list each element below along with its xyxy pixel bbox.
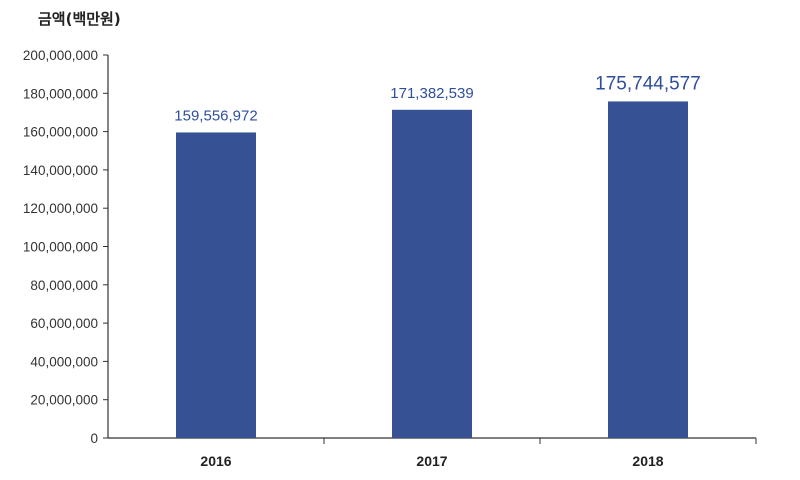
data-label-2016: 159,556,972 <box>174 107 257 124</box>
y-tick-label: 180,000,000 <box>23 86 98 101</box>
y-tick-label: 120,000,000 <box>23 201 98 216</box>
bar-2017 <box>392 109 472 439</box>
y-tick-label: 100,000,000 <box>23 240 98 255</box>
y-tick-label: 80,000,000 <box>30 278 98 293</box>
data-label-2018: 175,744,577 <box>595 73 701 94</box>
y-tick-label: 160,000,000 <box>23 125 98 140</box>
y-tick-label: 40,000,000 <box>30 354 98 369</box>
y-axis-unit-label: 금액(백만원) <box>38 10 121 28</box>
y-tick-label: 200,000,000 <box>23 48 98 63</box>
data-label-2017: 171,382,539 <box>390 85 473 102</box>
x-tick-label: 2016 <box>200 453 231 469</box>
bar-2018 <box>608 101 688 439</box>
y-tick-label: 60,000,000 <box>30 316 98 331</box>
bar-2016 <box>176 132 256 438</box>
y-tick-label: 20,000,000 <box>30 393 98 408</box>
y-tick-label: 0 <box>90 431 98 446</box>
y-tick-label: 140,000,000 <box>23 163 98 178</box>
x-tick-label: 2018 <box>632 453 663 469</box>
x-tick-label: 2017 <box>416 453 447 469</box>
